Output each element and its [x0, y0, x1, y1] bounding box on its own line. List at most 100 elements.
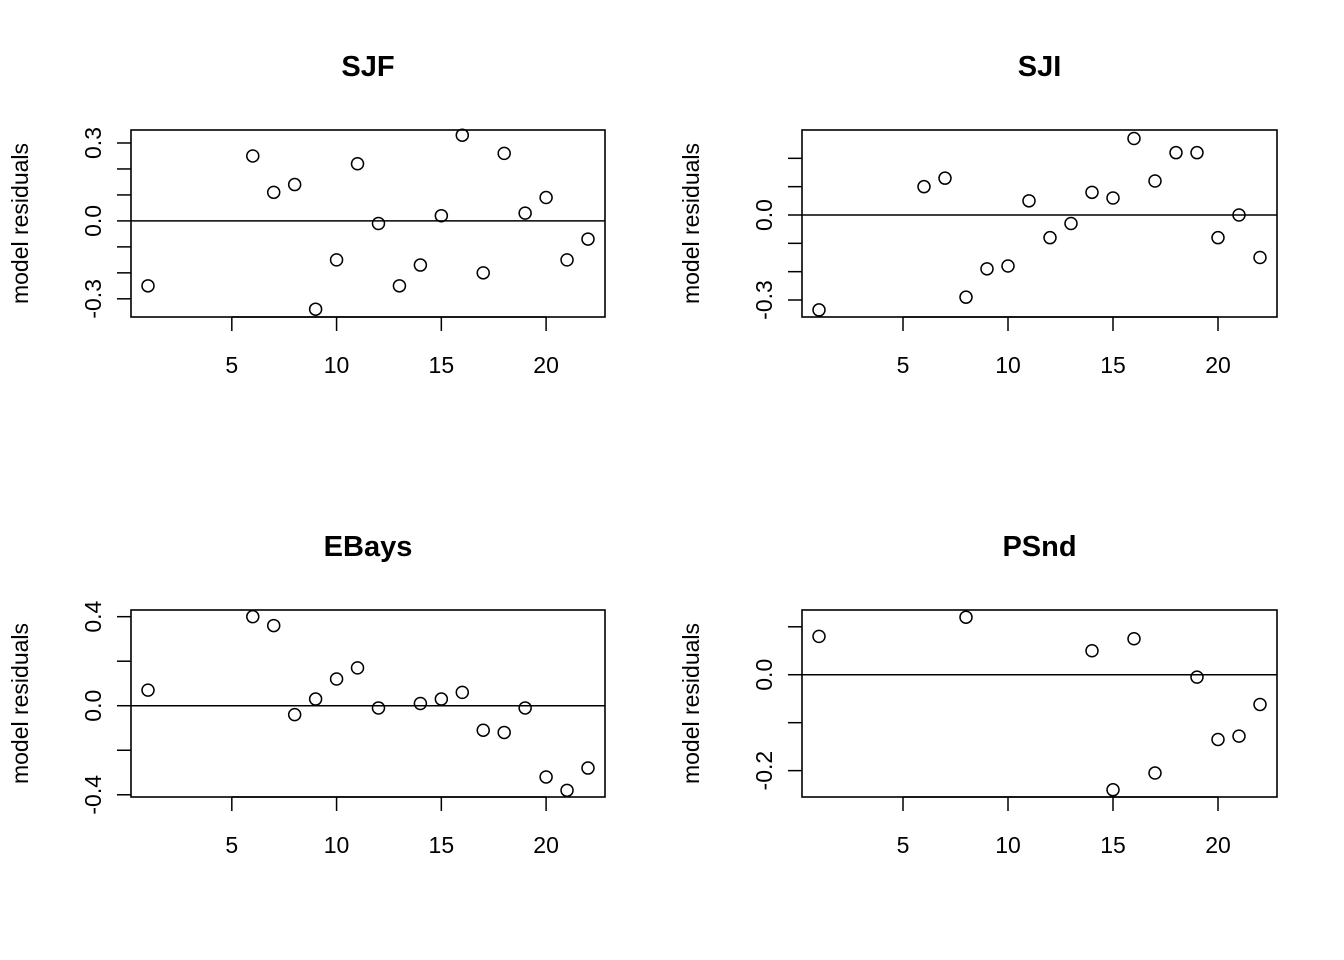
x-tick-label: 15	[429, 832, 455, 858]
data-point	[266, 185, 281, 200]
data-point	[1190, 670, 1204, 684]
data-point	[287, 707, 302, 722]
data-point	[581, 761, 595, 775]
data-point	[812, 303, 826, 317]
chart-title: SJI	[1018, 51, 1062, 83]
data-point	[1106, 783, 1120, 797]
data-point	[455, 128, 470, 142]
data-point	[141, 683, 155, 697]
y-tick-label: 0.4	[80, 600, 106, 632]
data-point	[560, 783, 574, 798]
data-point	[1064, 216, 1078, 231]
y-tick-label: -0.4	[80, 775, 106, 815]
data-point	[434, 208, 449, 223]
x-tick-label: 10	[995, 832, 1021, 858]
data-point	[812, 629, 826, 644]
y-tick-label: 0.0	[751, 199, 777, 231]
plot-frame	[130, 129, 606, 318]
plot-frame	[130, 609, 606, 798]
x-tick-label: 5	[225, 352, 238, 378]
y-axis-label: model residuals	[7, 143, 33, 304]
chart-title: SJF	[341, 51, 394, 83]
data-point	[1127, 131, 1141, 146]
data-point	[1106, 191, 1120, 205]
data-point	[1232, 208, 1246, 222]
x-tick-label: 10	[324, 832, 350, 858]
plot-frame	[801, 129, 1278, 318]
data-point	[497, 146, 511, 161]
data-point	[455, 685, 470, 700]
data-point	[1043, 230, 1057, 245]
y-tick-label: 0.0	[80, 205, 106, 237]
y-axis-label: model residuals	[7, 623, 33, 784]
data-point	[371, 216, 386, 231]
y-tick-label: 0.3	[80, 127, 106, 159]
data-point	[518, 701, 532, 715]
data-point	[246, 609, 260, 624]
data-point	[1148, 766, 1162, 780]
data-point	[350, 157, 365, 171]
data-point	[917, 179, 931, 194]
data-point	[1085, 185, 1099, 200]
data-point	[959, 610, 973, 624]
y-tick-label: -0.3	[80, 279, 106, 319]
data-point	[141, 279, 155, 293]
y-tick-label: -0.2	[751, 751, 777, 791]
data-point	[1085, 644, 1099, 658]
data-point	[329, 253, 344, 267]
data-point	[413, 258, 428, 272]
data-point	[1211, 230, 1225, 245]
x-tick-label: 20	[1205, 832, 1231, 858]
data-point	[266, 618, 281, 633]
x-tick-label: 20	[533, 352, 559, 378]
panel-ebays: EBays -0.4 0.0 0.4 5 10 15 20 model residuals	[7, 531, 606, 858]
chart-title: EBays	[324, 531, 413, 563]
data-point	[392, 279, 407, 293]
data-point	[959, 290, 973, 304]
data-point	[350, 661, 365, 675]
x-tick-label: 10	[324, 352, 350, 378]
x-tick-label: 20	[1205, 352, 1231, 378]
x-tick-label: 5	[897, 352, 910, 378]
data-point	[1169, 145, 1183, 160]
data-point	[371, 701, 386, 715]
data-point	[497, 725, 511, 740]
panel-psnd: PSnd -0.2 0.0 5 10 15 20 model residuals	[678, 531, 1278, 858]
panel-sjf: SJF -0.3 0.0 0.3 5 10 15 20 model residuals	[7, 51, 606, 378]
x-tick-label: 20	[533, 832, 559, 858]
data-point	[1232, 729, 1246, 743]
x-tick-label: 5	[225, 832, 238, 858]
data-point	[1001, 259, 1015, 273]
x-tick-label: 15	[1100, 832, 1126, 858]
data-point	[287, 177, 302, 192]
y-tick-label: 0.0	[751, 659, 777, 691]
y-tick-label: -0.3	[751, 280, 777, 320]
data-point	[938, 171, 952, 185]
data-point	[539, 190, 553, 205]
data-point	[476, 266, 490, 280]
plot-frame	[801, 609, 1278, 798]
data-point	[413, 696, 428, 711]
y-axis-label: model residuals	[678, 623, 704, 784]
data-point	[476, 723, 490, 737]
x-tick-label: 10	[995, 352, 1021, 378]
data-point	[434, 692, 449, 706]
y-tick-label: 0.0	[80, 690, 106, 722]
data-point	[980, 262, 994, 276]
data-point	[518, 206, 532, 220]
data-point	[581, 232, 595, 246]
data-point	[308, 692, 323, 706]
x-tick-label: 5	[897, 832, 910, 858]
x-tick-label: 15	[429, 352, 455, 378]
data-point	[560, 253, 574, 267]
data-point	[1022, 194, 1036, 208]
data-point	[1127, 632, 1141, 646]
chart-title: PSnd	[1002, 531, 1076, 563]
data-point	[1211, 732, 1225, 747]
y-axis-label: model residuals	[678, 143, 704, 304]
data-point	[329, 672, 344, 686]
data-point	[539, 770, 553, 784]
data-point	[246, 149, 260, 163]
data-point	[308, 302, 323, 316]
